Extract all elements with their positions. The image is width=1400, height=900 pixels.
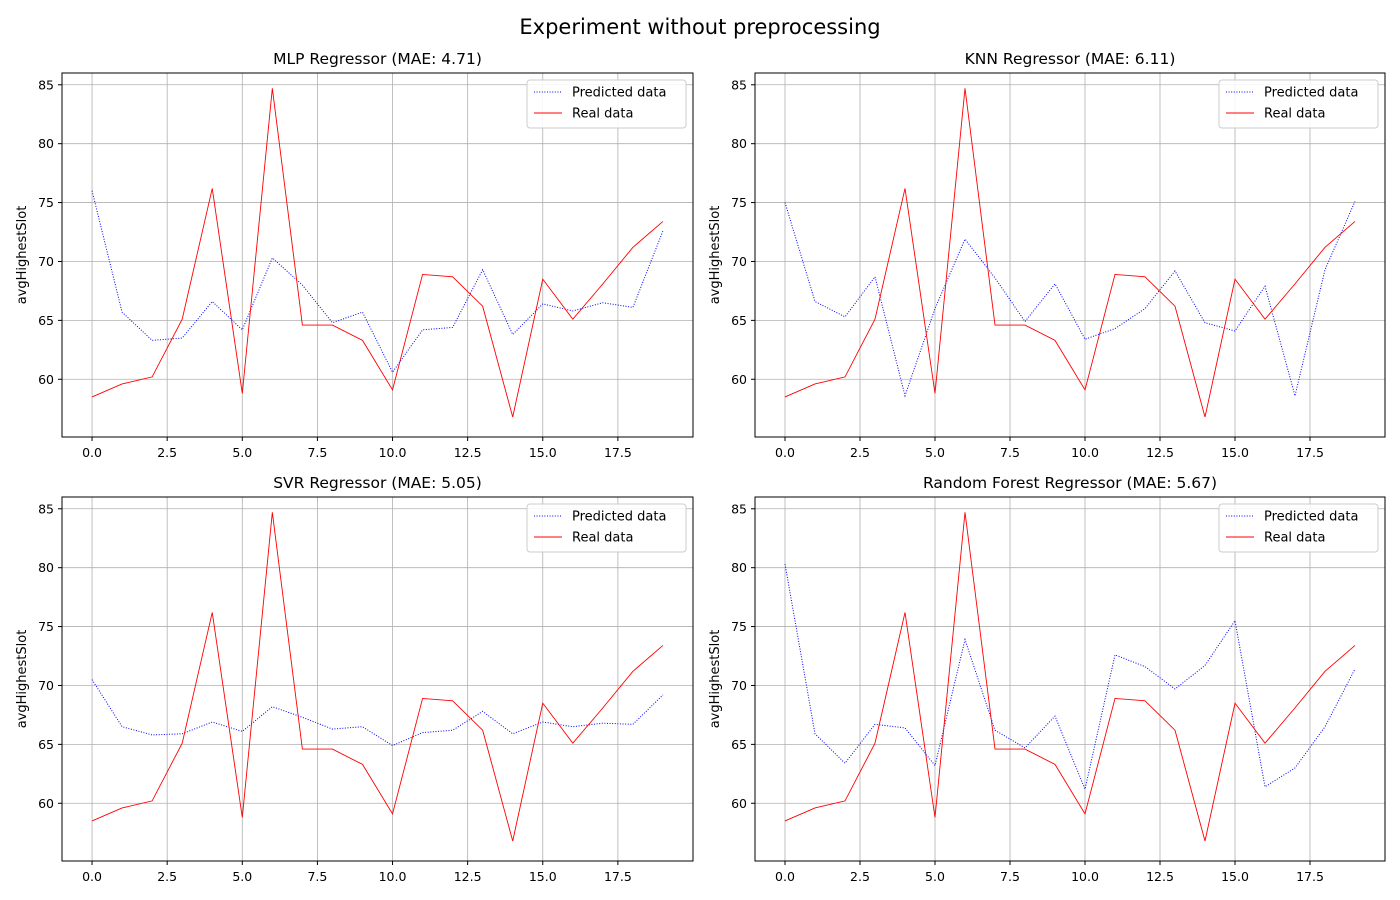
y-tick-label: 70 — [38, 678, 54, 693]
series-line-real — [91, 512, 664, 842]
legend: Predicted data Real data — [1218, 503, 1379, 553]
x-tick-label: 17.5 — [1296, 445, 1324, 460]
y-tick-label: 80 — [731, 136, 747, 151]
x-tick-label: 12.5 — [454, 445, 482, 460]
y-tick-label: 85 — [38, 77, 54, 92]
y-tick-label: 70 — [731, 254, 747, 269]
x-tick-label: 15.0 — [1221, 445, 1249, 460]
x-tick-label: 2.5 — [157, 869, 177, 884]
x-tick-label: 2.5 — [850, 869, 870, 884]
x-tick-label: 0.0 — [82, 869, 102, 884]
series-line-predicted — [784, 564, 1356, 791]
legend: Predicted data Real data — [526, 79, 687, 129]
y-tick-label: 60 — [38, 796, 54, 811]
y-tick-label: 60 — [731, 796, 747, 811]
subplot-mlp: 0.0 2.5 5.0 7.5 10.0 12.5 15.0 17.5 60 65 70 75 80 85… — [15, 50, 694, 460]
legend-frame — [526, 503, 687, 553]
legend-label-predicted: Predicted data — [1264, 86, 1358, 101]
series-line-predicted — [91, 679, 664, 747]
y-tick-label: 85 — [731, 77, 747, 92]
y-tick-label: 70 — [38, 254, 54, 269]
axes-frame — [754, 496, 1386, 862]
x-tick-label: 10.0 — [379, 869, 407, 884]
series-line-predicted — [91, 190, 664, 374]
y-tick-label: 85 — [731, 501, 747, 516]
x-tick-label: 5.0 — [925, 445, 945, 460]
legend-label-real: Real data — [1264, 107, 1325, 122]
y-tick-label: 80 — [38, 136, 54, 151]
axes-frame — [61, 496, 694, 862]
y-tick-label: 80 — [731, 560, 747, 575]
legend-frame — [1218, 503, 1379, 553]
y-tick-label: 65 — [731, 737, 747, 752]
x-tick-label: 17.5 — [604, 869, 632, 884]
series-line-real — [784, 88, 1356, 418]
y-axis-label: avgHighestSlot — [708, 206, 723, 305]
x-tick-label: 15.0 — [529, 445, 557, 460]
subplot-title: SVR Regressor (MAE: 5.05) — [273, 474, 482, 492]
y-axis-label: avgHighestSlot — [708, 630, 723, 729]
y-tick-label: 75 — [38, 195, 54, 210]
subplot-random-forest: 0.0 2.5 5.0 7.5 10.0 12.5 15.0 17.5 60 65 70 75 80 85… — [708, 474, 1386, 884]
legend-label-predicted: Predicted data — [572, 510, 666, 525]
legend: Predicted data Real data — [526, 503, 687, 553]
y-tick-label: 85 — [38, 501, 54, 516]
subplot-title: KNN Regressor (MAE: 6.11) — [965, 50, 1176, 68]
x-tick-label: 2.5 — [850, 445, 870, 460]
x-tick-label: 7.5 — [307, 445, 327, 460]
y-axis-label: avgHighestSlot — [15, 206, 30, 305]
legend-label-real: Real data — [572, 107, 633, 122]
x-tick-label: 0.0 — [82, 445, 102, 460]
y-tick-label: 65 — [731, 313, 747, 328]
x-tick-label: 5.0 — [232, 869, 252, 884]
legend-label-predicted: Predicted data — [572, 86, 666, 101]
y-tick-label: 60 — [731, 372, 747, 387]
y-tick-label: 60 — [38, 372, 54, 387]
x-tick-label: 17.5 — [1296, 869, 1324, 884]
y-tick-label: 65 — [38, 313, 54, 328]
axes-frame — [61, 72, 694, 438]
subplot-knn: 0.0 2.5 5.0 7.5 10.0 12.5 15.0 17.5 60 65 70 75 80 85… — [708, 50, 1386, 460]
x-tick-label: 5.0 — [925, 869, 945, 884]
x-tick-label: 10.0 — [1071, 445, 1099, 460]
x-tick-label: 15.0 — [1221, 869, 1249, 884]
x-tick-label: 0.0 — [775, 869, 795, 884]
x-tick-label: 12.5 — [1146, 445, 1174, 460]
y-tick-label: 80 — [38, 560, 54, 575]
series-line-real — [784, 512, 1356, 842]
legend: Predicted data Real data — [1218, 79, 1379, 129]
axes-frame — [754, 72, 1386, 438]
series-line-real — [91, 88, 664, 418]
x-tick-label: 0.0 — [775, 445, 795, 460]
legend-label-real: Real data — [572, 531, 633, 546]
x-tick-label: 15.0 — [529, 869, 557, 884]
x-tick-label: 17.5 — [604, 445, 632, 460]
x-tick-label: 10.0 — [1071, 869, 1099, 884]
x-tick-label: 10.0 — [379, 445, 407, 460]
subplot-title: Random Forest Regressor (MAE: 5.67) — [923, 474, 1217, 492]
y-tick-label: 65 — [38, 737, 54, 752]
x-tick-label: 7.5 — [1000, 445, 1020, 460]
x-tick-label: 5.0 — [232, 445, 252, 460]
y-tick-label: 75 — [38, 619, 54, 634]
legend-label-real: Real data — [1264, 531, 1325, 546]
x-tick-label: 7.5 — [307, 869, 327, 884]
x-tick-label: 2.5 — [157, 445, 177, 460]
y-tick-label: 75 — [731, 195, 747, 210]
figure-suptitle: Experiment without preprocessing — [519, 15, 880, 39]
x-tick-label: 7.5 — [1000, 869, 1020, 884]
y-tick-label: 75 — [731, 619, 747, 634]
legend-frame — [1218, 79, 1379, 129]
subplot-title: MLP Regressor (MAE: 4.71) — [273, 50, 482, 68]
x-tick-label: 12.5 — [1146, 869, 1174, 884]
x-tick-label: 12.5 — [454, 869, 482, 884]
y-axis-label: avgHighestSlot — [15, 630, 30, 729]
legend-label-predicted: Predicted data — [1264, 510, 1358, 525]
subplot-svr: 0.0 2.5 5.0 7.5 10.0 12.5 15.0 17.5 60 65 70 75 80 85… — [15, 474, 694, 884]
y-tick-label: 70 — [731, 678, 747, 693]
subplot-grid: 0.0 2.5 5.0 7.5 10.0 12.5 15.0 17.5 60 65 70 75 80 85… — [15, 50, 1386, 884]
legend-frame — [526, 79, 687, 129]
